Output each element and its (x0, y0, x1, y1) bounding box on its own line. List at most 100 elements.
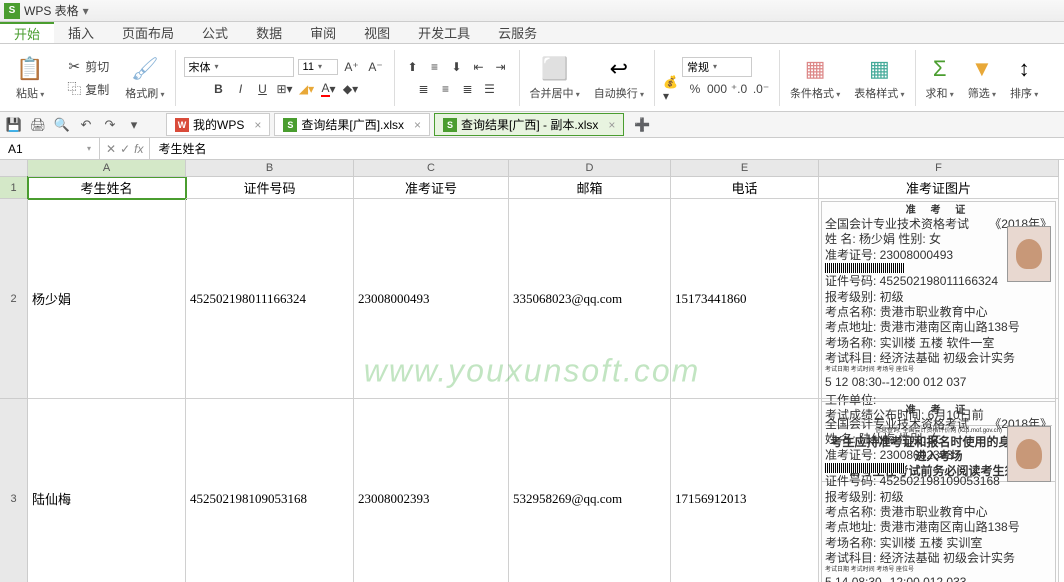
close-tab-button[interactable]: × (608, 118, 615, 132)
redo-button[interactable]: ↷ (100, 115, 120, 135)
decrease-font-button[interactable]: A⁻ (366, 57, 386, 77)
align-center-button[interactable]: ≡ (436, 79, 456, 99)
sum-button[interactable]: Σ求和 (920, 46, 960, 109)
align-top-button[interactable]: ⬆ (403, 57, 423, 77)
cut-icon: ✂ (66, 58, 82, 74)
sort-button[interactable]: ↕排序 (1004, 46, 1044, 109)
border-button[interactable]: ⊞▾ (275, 79, 295, 99)
decimal-dec-button[interactable]: .0⁻ (751, 79, 771, 99)
menu-tab-7[interactable]: 开发工具 (404, 22, 484, 43)
cell-2-image[interactable]: 准 考 证全国会计专业技术资格考试《2018年》姓 名: 杨少娟 性别: 女准考… (819, 199, 1059, 399)
formula-input[interactable]: 考生姓名 (150, 138, 1064, 159)
clipboard-small: ✂剪切 ⿻复制 (58, 46, 117, 109)
align-justify-button[interactable]: ☰ (480, 79, 500, 99)
highlight-button[interactable]: ◆▾ (341, 79, 361, 99)
col-header-E[interactable]: E (671, 160, 819, 177)
comma-button[interactable]: 000 (707, 79, 727, 99)
merge-icon: ⬜ (541, 55, 569, 83)
photo-icon (1007, 426, 1051, 482)
spreadsheet-area[interactable]: ABCDEF 1考生姓名证件号码准考证号邮箱电话准考证图片 2杨少娟45250219… (0, 160, 1064, 582)
italic-button[interactable]: I (231, 79, 251, 99)
row-header-2[interactable]: 2 (0, 199, 28, 399)
cell-3-id[interactable]: 452502198109053168 (186, 399, 354, 582)
number-format-select[interactable]: 常规 (682, 57, 752, 77)
col-header-F[interactable]: F (819, 160, 1059, 177)
sort-icon: ↕ (1010, 55, 1038, 83)
header-cell-2[interactable]: 准考证号 (354, 177, 509, 199)
decimal-inc-button[interactable]: ⁺.0 (729, 79, 749, 99)
menu-tab-3[interactable]: 公式 (188, 22, 242, 43)
cell-2-name[interactable]: 杨少娟 (28, 199, 186, 399)
save-button[interactable]: 💾 (4, 115, 24, 135)
cell-3-email[interactable]: 532958269@qq.com (509, 399, 671, 582)
header-cell-3[interactable]: 邮箱 (509, 177, 671, 199)
cancel-formula-button[interactable]: ✕ (106, 142, 116, 156)
col-header-D[interactable]: D (509, 160, 671, 177)
menu-tab-2[interactable]: 页面布局 (108, 22, 188, 43)
currency-button[interactable]: 💰▾ (663, 79, 683, 99)
align-middle-button[interactable]: ≡ (425, 57, 445, 77)
new-tab-button[interactable]: ➕ (632, 115, 652, 135)
cell-2-exam[interactable]: 23008000493 (354, 199, 509, 399)
close-tab-button[interactable]: × (414, 118, 421, 132)
doc-tab-1[interactable]: S查询结果[广西].xlsx× (274, 113, 430, 136)
cell-2-phone[interactable]: 15173441860 (671, 199, 819, 399)
merge-button[interactable]: ⬜合并居中 (524, 46, 586, 109)
cut-button[interactable]: ✂剪切 (62, 56, 113, 77)
filter-button[interactable]: ▼筛选 (962, 46, 1002, 109)
cell-3-name[interactable]: 陆仙梅 (28, 399, 186, 582)
title-dropdown-icon[interactable]: ▾ (83, 4, 89, 18)
increase-font-button[interactable]: A⁺ (342, 57, 362, 77)
fx-button[interactable]: fx (134, 142, 143, 156)
font-color-button[interactable]: A▾ (319, 79, 339, 99)
header-cell-4[interactable]: 电话 (671, 177, 819, 199)
font-size-select[interactable]: 11 (298, 59, 338, 75)
align-bottom-button[interactable]: ⬇ (447, 57, 467, 77)
menu-tab-1[interactable]: 插入 (54, 22, 108, 43)
menu-tab-8[interactable]: 云服务 (484, 22, 551, 43)
close-tab-button[interactable]: × (254, 118, 261, 132)
accept-formula-button[interactable]: ✓ (120, 142, 130, 156)
cell-3-exam[interactable]: 23008002393 (354, 399, 509, 582)
cell-3-phone[interactable]: 17156912013 (671, 399, 819, 582)
align-left-button[interactable]: ≣ (414, 79, 434, 99)
underline-button[interactable]: U (253, 79, 273, 99)
preview-button[interactable]: 🔍 (52, 115, 72, 135)
row-header-3[interactable]: 3 (0, 399, 28, 582)
menu-tab-4[interactable]: 数据 (242, 22, 296, 43)
cell-2-email[interactable]: 335068023@qq.com (509, 199, 671, 399)
align-right-button[interactable]: ≣ (458, 79, 478, 99)
qat-more-button[interactable]: ▾ (124, 115, 144, 135)
menu-tab-6[interactable]: 视图 (350, 22, 404, 43)
col-header-C[interactable]: C (354, 160, 509, 177)
copy-icon: ⿻ (66, 81, 82, 97)
wrap-button[interactable]: ↩自动换行 (588, 46, 650, 109)
cell-3-image[interactable]: 准 考 证全国会计专业技术资格考试《2018年》姓 名: 陆仙梅 性别: 女准考… (819, 399, 1059, 582)
row-header-1[interactable]: 1 (0, 177, 28, 199)
cell-2-id[interactable]: 452502198011166324 (186, 199, 354, 399)
doc-tab-2[interactable]: S查询结果[广西] - 副本.xlsx× (434, 113, 624, 136)
col-header-A[interactable]: A (28, 160, 186, 177)
indent-right-button[interactable]: ⇥ (491, 57, 511, 77)
menu-tab-5[interactable]: 审阅 (296, 22, 350, 43)
indent-left-button[interactable]: ⇤ (469, 57, 489, 77)
cond-format-button[interactable]: ▦条件格式 (784, 46, 846, 109)
menu-tab-0[interactable]: 开始 (0, 22, 54, 43)
percent-button[interactable]: % (685, 79, 705, 99)
font-family-select[interactable]: 宋体 (184, 57, 294, 77)
undo-button[interactable]: ↶ (76, 115, 96, 135)
table-style-button[interactable]: ▦表格样式 (848, 46, 910, 109)
bold-button[interactable]: B (209, 79, 229, 99)
col-header-B[interactable]: B (186, 160, 354, 177)
header-cell-0[interactable]: 考生姓名 (28, 177, 186, 199)
copy-button[interactable]: ⿻复制 (62, 79, 113, 100)
header-cell-1[interactable]: 证件号码 (186, 177, 354, 199)
doc-tab-0[interactable]: W我的WPS× (166, 113, 270, 136)
select-all-corner[interactable] (0, 160, 28, 177)
fill-color-button[interactable]: ◢▾ (297, 79, 317, 99)
paste-button[interactable]: 📋 粘贴 (10, 50, 50, 105)
header-cell-5[interactable]: 准考证图片 (819, 177, 1059, 199)
format-painter-button[interactable]: 🖌 格式刷 (119, 46, 170, 109)
cell-reference[interactable]: A1 (0, 138, 100, 159)
print-button[interactable]: 🖨 (28, 115, 48, 135)
